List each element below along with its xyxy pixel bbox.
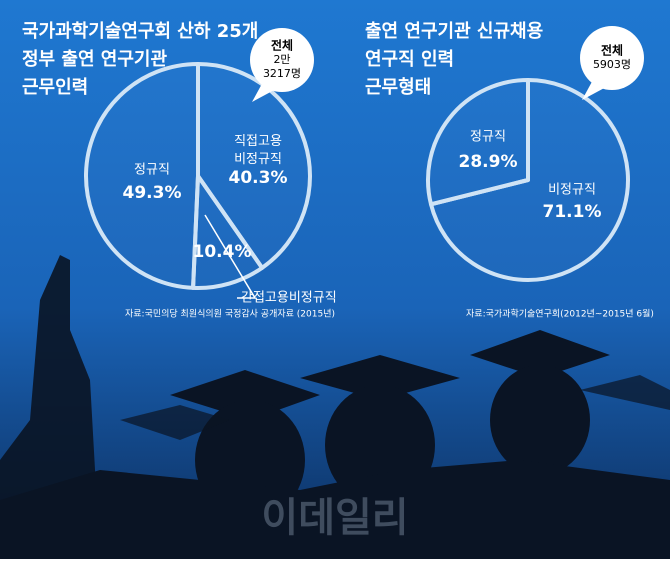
slice-value: 10.4% bbox=[193, 242, 252, 262]
chart-title: 연구직 인력 bbox=[365, 49, 454, 70]
slice-label: 정규직 bbox=[134, 163, 170, 178]
total-label: 전체 bbox=[271, 38, 293, 53]
pie-slice bbox=[428, 78, 630, 282]
slice-value: 28.9% bbox=[459, 152, 518, 172]
chart-title: 정부 출연 연구기관 bbox=[22, 49, 167, 70]
total-value: 5903명 bbox=[593, 58, 631, 71]
pie-slice bbox=[426, 78, 530, 207]
slice-value: 71.1% bbox=[543, 202, 602, 222]
total-value: 3217명 bbox=[263, 67, 301, 80]
leader-line bbox=[204, 214, 257, 299]
pie-slice bbox=[84, 62, 200, 290]
slice-label: 간접고용비정규직 bbox=[241, 291, 337, 306]
total-value: 2만 bbox=[273, 53, 290, 66]
slice-label: 정규직 bbox=[470, 130, 506, 145]
source-note: 자료:국가과학기술연구회(2012년~2015년 6월) bbox=[466, 308, 654, 320]
source-note: 자료:국민의당 최원식의원 국정감사 공개자료 (2015년) bbox=[125, 308, 335, 320]
total-bubble bbox=[580, 26, 644, 90]
total-bubble bbox=[250, 28, 314, 92]
slice-label: 비정규직 bbox=[548, 183, 596, 198]
slice-label-line: 직접고용 bbox=[234, 134, 282, 149]
slice-value: 49.3% bbox=[123, 183, 182, 203]
chart-title: 출연 연구기관 신규채용 bbox=[365, 21, 543, 42]
chart-title: 국가과학기술연구회 산하 25개 bbox=[22, 20, 258, 42]
chart-title: 근무형태 bbox=[365, 77, 431, 98]
slice-value: 40.3% bbox=[229, 168, 288, 188]
chart-title: 근무인력 bbox=[22, 77, 88, 98]
pie-slice bbox=[196, 62, 312, 270]
total-label: 전체 bbox=[601, 43, 623, 58]
silhouettes bbox=[0, 255, 670, 559]
watermark: 이데일리 bbox=[261, 495, 408, 541]
slice-label-line: 비정규직 bbox=[234, 152, 282, 167]
